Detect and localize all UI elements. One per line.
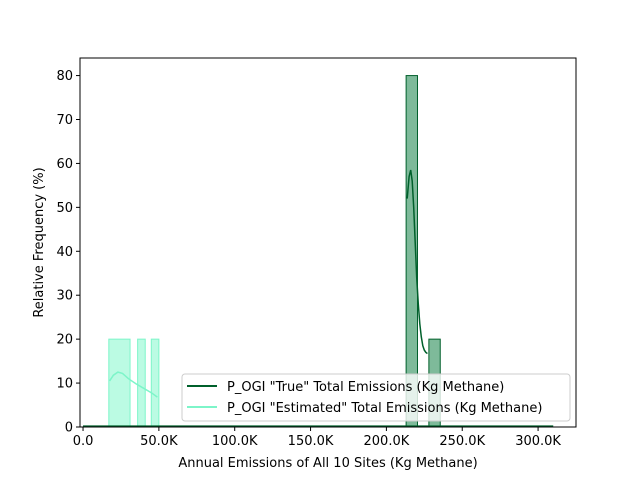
y-tick-label: 20 xyxy=(56,333,73,348)
legend: P_OGI "True" Total Emissions (Kg Methane… xyxy=(181,373,571,422)
x-tick-label: 150.0K xyxy=(288,434,334,449)
y-axis-ticks: 0 10 20 30 40 50 60 70 80 xyxy=(56,69,80,436)
kde-line-true xyxy=(406,169,428,355)
x-tick-label: 250.0K xyxy=(439,434,485,449)
y-tick-label: 40 xyxy=(56,245,73,260)
bar-estimated-1 xyxy=(137,338,146,428)
y-tick-label: 30 xyxy=(56,289,73,304)
y-tick-label: 50 xyxy=(56,201,73,216)
y-tick-label: 70 xyxy=(56,113,73,128)
kde-curves xyxy=(108,169,428,398)
y-tick-label: 60 xyxy=(56,157,73,172)
y-tick-label: 10 xyxy=(56,377,73,392)
x-tick-label: 200.0K xyxy=(364,434,410,449)
legend-label-true: P_OGI "True" Total Emissions (Kg Methane… xyxy=(227,380,504,395)
x-tick-label: 0.0 xyxy=(73,434,94,449)
y-tick-label: 0 xyxy=(65,421,73,436)
y-tick-label: 80 xyxy=(56,69,73,84)
x-axis-ticks: 0.0 50.0K 100.0K 150.0K 200.0K 250.0K 300.0K xyxy=(73,427,561,449)
x-axis-label: Annual Emissions of All 10 Sites (Kg Met… xyxy=(178,456,477,471)
x-tick-label: 100.0K xyxy=(212,434,258,449)
bar-estimated-2 xyxy=(150,338,160,428)
bar-estimated-0 xyxy=(108,338,131,428)
kde-line-estimated xyxy=(108,371,158,398)
legend-label-estimated: P_OGI "Estimated" Total Emissions (Kg Me… xyxy=(227,401,542,416)
y-axis-label: Relative Frequency (%) xyxy=(32,167,47,317)
x-tick-label: 50.0K xyxy=(140,434,178,449)
legend-frame xyxy=(181,373,571,422)
plot-frame xyxy=(79,57,577,428)
x-tick-label: 300.0K xyxy=(515,434,561,449)
